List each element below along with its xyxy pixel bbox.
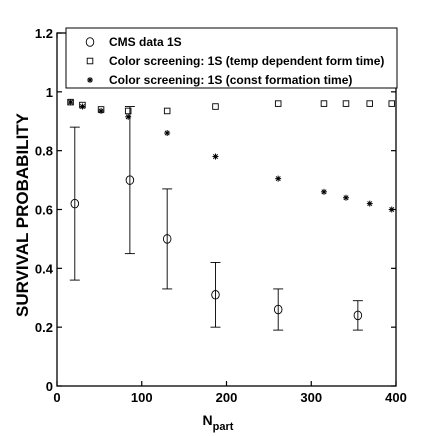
x-tick-label: 400 [385,390,407,405]
data-point-star [275,175,282,182]
data-point-star [212,153,219,160]
y-tick-label: 0 [46,379,53,394]
legend-label: Color screening: 1S (const formation tim… [109,73,352,87]
x-axis-title-subscript: part [213,421,234,433]
error-bar [124,106,135,255]
data-point-square [212,103,219,110]
data-point-square [388,100,396,107]
error-bar [162,188,173,290]
data-point-square [163,107,171,115]
data-point-star [164,130,171,137]
x-tick-label: 200 [216,390,238,405]
data-point-circle [273,304,283,315]
data-point-square [124,107,132,115]
legend-marker-square [86,57,94,65]
data-point-square [320,100,328,107]
x-tick-label: 100 [131,390,153,405]
data-point-circle [211,290,220,300]
y-axis-title: SURVIVAL PROBABILITY [13,112,32,317]
legend-marker-star [87,77,93,83]
legend-box [65,27,398,89]
data-point-square [342,100,350,107]
x-axis: 0 100 200 300 400 [53,33,407,405]
data-point-star [67,99,74,106]
error-bar [210,262,221,328]
error-bars [69,106,363,331]
data-point-star [320,188,327,195]
y-tick-label: 1 [46,85,53,100]
data-point-circle [125,175,135,185]
data-point-star [366,200,373,207]
data-point-star [388,206,395,213]
legend-label: CMS data 1S [109,35,182,49]
data-point-circle [70,198,80,209]
y-tick-label: 0.2 [35,320,53,335]
data-point-star [125,113,132,120]
data-point-square [274,100,282,107]
x-axis-title: Npart [203,412,234,433]
x-tick-label: 300 [300,390,322,405]
error-bar [273,288,284,331]
y-tick-label: 0.6 [35,203,53,218]
error-bar [352,300,363,331]
y-tick-label: 1.2 [35,26,53,41]
data-markers [67,98,396,321]
legend: CMS data 1S Color screening: 1S (temp dep… [65,27,398,89]
legend-marker-circle [85,37,95,47]
data-point-square [366,100,373,107]
data-point-star [98,107,105,114]
data-point-star [342,194,349,201]
legend-label: Color screening: 1S (temp dependent form… [109,54,384,68]
y-tick-label: 0.4 [35,261,54,276]
data-point-circle [353,310,363,321]
y-tick-label: 0.8 [35,144,53,159]
data-point-star [79,103,86,110]
data-point-circle [162,234,172,244]
error-bar [69,126,80,281]
x-tick-label: 0 [53,390,60,405]
